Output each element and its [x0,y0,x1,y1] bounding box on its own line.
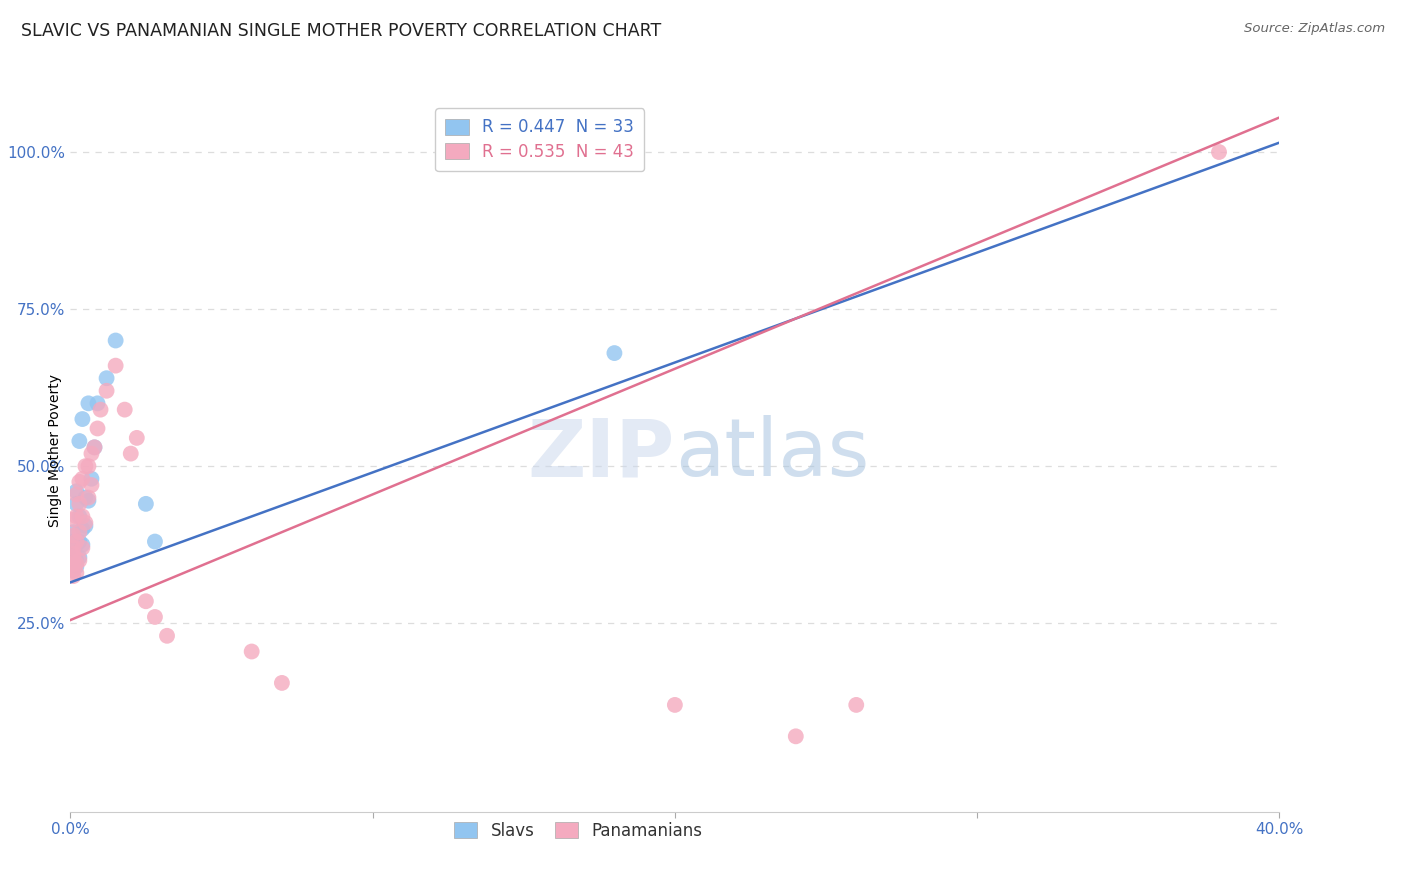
Text: Source: ZipAtlas.com: Source: ZipAtlas.com [1244,22,1385,36]
Point [72,538,94,552]
Point [62,528,84,542]
Point [67,534,90,549]
Point [62,525,84,540]
Text: SLAVIC VS PANAMANIAN SINGLE MOTHER POVERTY CORRELATION CHART: SLAVIC VS PANAMANIAN SINGLE MOTHER POVER… [21,22,661,40]
Point [72,412,94,426]
Point [65,534,87,549]
Point [62,538,84,552]
Point [143,534,166,549]
Point [77,396,100,410]
Point [135,594,157,608]
Point [120,447,142,461]
Point [156,629,179,643]
Point [96,384,118,398]
Point [67,497,90,511]
Point [86,396,108,410]
Point [845,698,868,712]
Point [72,522,94,536]
Point [62,563,84,577]
Point [67,475,90,489]
Point [240,644,263,658]
Point [62,541,84,555]
Point [72,509,94,524]
Point [75,516,97,530]
Point [67,525,90,540]
Point [65,566,87,580]
Point [83,440,105,454]
Legend: Slavs, Panamanians: Slavs, Panamanians [447,815,709,847]
Point [67,550,90,565]
Point [67,434,90,448]
Point [65,497,87,511]
Point [270,676,294,690]
Point [72,472,94,486]
Point [80,447,103,461]
Point [62,569,84,583]
Point [77,459,100,474]
Y-axis label: Single Mother Poverty: Single Mother Poverty [48,374,62,527]
Point [62,557,84,571]
Point [1208,145,1230,159]
Point [80,472,103,486]
Point [65,557,87,571]
Point [114,402,136,417]
Point [135,497,157,511]
Point [65,553,87,567]
Point [62,550,84,565]
Point [75,519,97,533]
Point [83,440,105,454]
Point [65,509,87,524]
Point [125,431,148,445]
Point [62,512,84,526]
Point [65,484,87,499]
Point [62,541,84,555]
Point [65,538,87,552]
Point [65,559,87,574]
Point [664,698,686,712]
Point [75,459,97,474]
Point [62,547,84,561]
Text: ZIP: ZIP [527,415,675,493]
Point [96,371,118,385]
Point [62,563,84,577]
Point [80,478,103,492]
Point [86,421,108,435]
Point [77,491,100,505]
Point [603,346,626,360]
Point [75,491,97,505]
Point [143,610,166,624]
Text: atlas: atlas [675,415,869,493]
Point [67,553,90,567]
Point [90,402,111,417]
Point [62,544,84,558]
Point [62,534,84,549]
Point [785,729,807,743]
Point [67,509,90,524]
Point [62,550,84,565]
Point [72,541,94,555]
Point [62,557,84,571]
Point [62,547,84,561]
Point [104,334,127,348]
Point [65,487,87,501]
Point [77,493,100,508]
Point [104,359,127,373]
